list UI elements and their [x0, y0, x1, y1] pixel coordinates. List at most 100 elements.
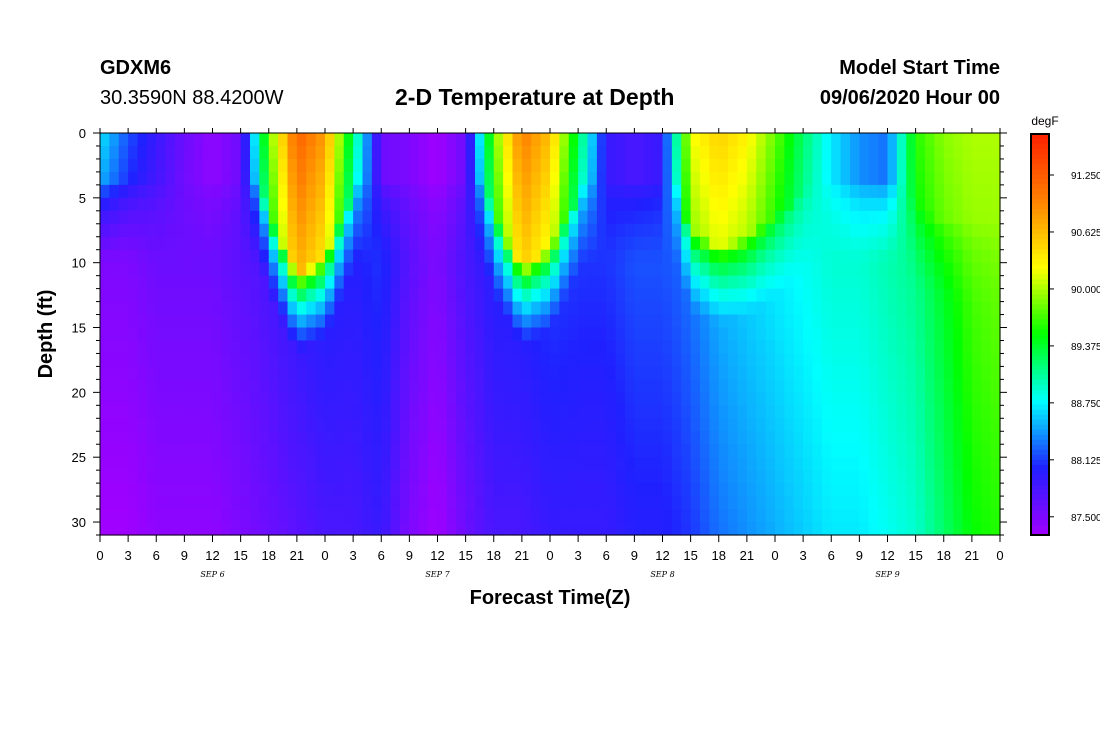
heatmap-cell	[184, 275, 195, 290]
heatmap-cell	[643, 301, 654, 316]
heatmap-cell	[756, 197, 767, 212]
colorbar-segment	[1031, 164, 1049, 170]
heatmap-cell	[175, 496, 185, 510]
heatmap-cell	[315, 262, 326, 277]
heatmap-cell	[625, 457, 635, 471]
heatmap-cell	[540, 158, 551, 173]
heatmap-cell	[625, 145, 635, 160]
day-label: SEP 7	[425, 570, 450, 579]
heatmap-cell	[896, 379, 907, 393]
heatmap-cell	[362, 223, 373, 238]
heatmap-cell	[962, 392, 973, 406]
heatmap-cell	[709, 509, 720, 523]
heatmap-cell	[859, 184, 870, 199]
heatmap-cell	[906, 145, 917, 160]
heatmap-cell	[165, 249, 176, 264]
heatmap-cell	[868, 431, 879, 445]
heatmap-cell	[728, 184, 739, 199]
heatmap-cell	[953, 483, 964, 497]
heatmap-cell	[737, 236, 748, 251]
heatmap-cell	[831, 262, 842, 277]
heatmap-cell	[343, 379, 354, 393]
heatmap-cell	[981, 223, 992, 238]
heatmap-cell	[212, 197, 223, 212]
heatmap-cell	[175, 133, 185, 147]
heatmap-cell	[971, 158, 982, 173]
heatmap-cell	[409, 197, 420, 212]
heatmap-cell	[803, 301, 814, 316]
heatmap-cell	[840, 379, 851, 393]
colorbar-segment	[1031, 484, 1049, 491]
heatmap-cell	[700, 171, 710, 186]
heatmap-cell	[118, 340, 129, 355]
heatmap-cell	[596, 392, 607, 406]
heatmap-cell	[643, 405, 654, 419]
heatmap-cell	[859, 314, 870, 329]
heatmap-cell	[409, 379, 420, 393]
heatmap-cell	[100, 184, 110, 199]
heatmap-cell	[971, 340, 982, 355]
heatmap-cell	[203, 145, 214, 160]
heatmap-cell	[746, 275, 757, 290]
heatmap-cell	[521, 522, 532, 536]
heatmap-cell	[850, 405, 860, 419]
heatmap-cell	[371, 210, 382, 225]
heatmap-cell	[653, 275, 664, 290]
heatmap-cell	[568, 522, 579, 536]
heatmap-cell	[737, 197, 748, 212]
heatmap-cell	[100, 249, 110, 264]
heatmap-cell	[812, 158, 823, 173]
heatmap-cell	[540, 184, 551, 199]
heatmap-cell	[203, 314, 214, 329]
heatmap-cell	[418, 327, 429, 342]
heatmap-cell	[362, 158, 373, 173]
heatmap-cell	[850, 470, 860, 484]
heatmap-cell	[268, 366, 279, 380]
heatmap-cell	[343, 133, 354, 147]
heatmap-cell	[746, 249, 757, 264]
heatmap-cell	[118, 184, 129, 199]
heatmap-cell	[353, 145, 364, 160]
heatmap-cell	[737, 470, 748, 484]
heatmap-cell	[146, 405, 157, 419]
heatmap-cell	[203, 223, 214, 238]
colorbar-segment	[1031, 469, 1049, 476]
heatmap-cell	[896, 275, 907, 290]
heatmap-cell	[887, 327, 898, 342]
heatmap-cell	[371, 353, 382, 368]
heatmap-cell	[925, 379, 935, 393]
heatmap-cell	[775, 197, 785, 212]
heatmap-cell	[596, 133, 607, 147]
heatmap-cell	[259, 392, 270, 406]
heatmap-cell	[559, 249, 570, 264]
heatmap-cell	[175, 470, 185, 484]
heatmap-cell	[990, 340, 1001, 355]
heatmap-cell	[540, 145, 551, 160]
colorbar-segment	[1031, 434, 1049, 441]
x-tick-label: 21	[290, 548, 304, 563]
heatmap-cell	[137, 418, 148, 432]
heatmap-cell	[409, 275, 420, 290]
heatmap-cell	[859, 470, 870, 484]
heatmap-cell	[625, 223, 635, 238]
heatmap-cell	[343, 444, 354, 458]
heatmap-cell	[671, 431, 682, 445]
heatmap-cell	[653, 392, 664, 406]
heatmap-cell	[775, 509, 785, 523]
heatmap-cell	[840, 158, 851, 173]
heatmap-cell	[625, 444, 635, 458]
heatmap-cell	[296, 483, 307, 497]
heatmap-cell	[859, 275, 870, 290]
heatmap-cell	[934, 470, 945, 484]
heatmap-cell	[287, 184, 298, 199]
heatmap-cell	[362, 288, 373, 303]
heatmap-cell	[540, 366, 551, 380]
heatmap-cell	[850, 262, 860, 277]
heatmap-cell	[718, 353, 729, 368]
heatmap-cell	[428, 301, 439, 316]
heatmap-cell	[409, 483, 420, 497]
heatmap-cell	[156, 483, 167, 497]
heatmap-cell	[671, 340, 682, 355]
heatmap-cell	[634, 522, 645, 536]
heatmap-cell	[840, 197, 851, 212]
